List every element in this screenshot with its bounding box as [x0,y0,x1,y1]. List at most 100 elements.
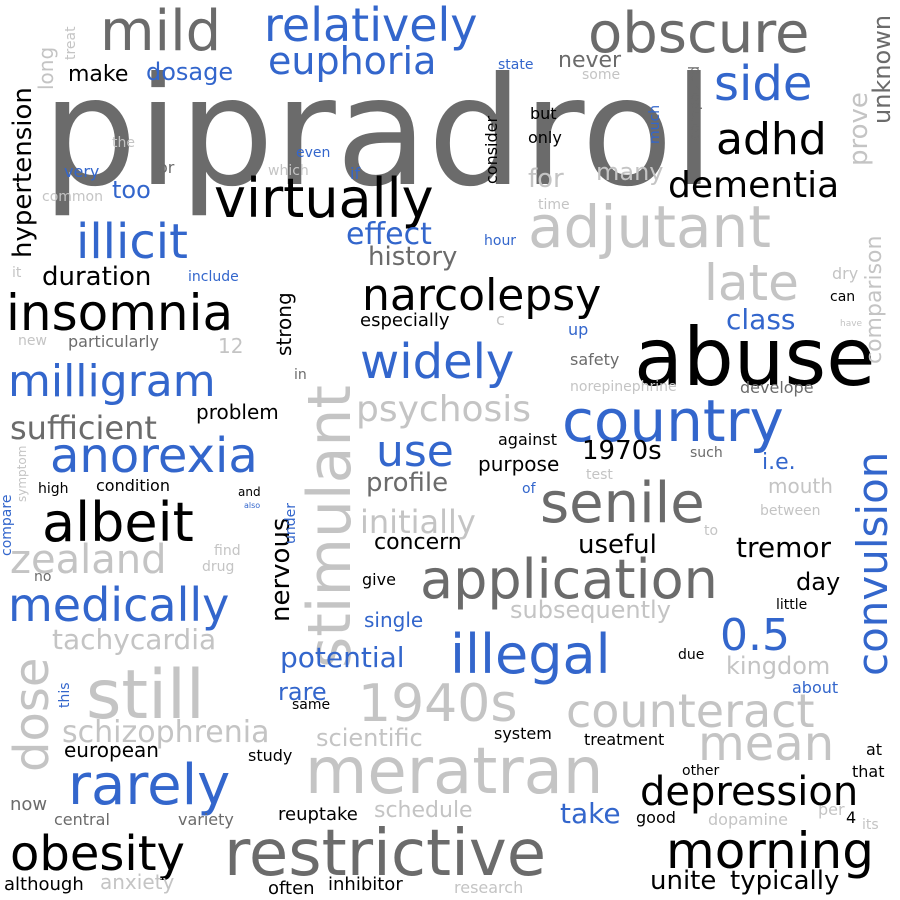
word-state: state [498,57,534,73]
word-symptom: symptom [15,445,29,502]
word-for: for [528,164,564,194]
word-tachycardia: tachycardia [52,623,217,656]
word-hour: hour [484,233,517,249]
word-late: late [704,254,799,312]
word-zealand: zealand [10,537,167,583]
word-even: even [296,145,331,161]
word-dose: dose [4,657,60,772]
word-safety: safety [570,350,620,369]
word-variety: variety [178,810,234,829]
word-good: good [636,808,676,827]
word-long: long [34,46,58,90]
word-history: history [368,242,458,272]
word-country: country [562,387,784,455]
word-high: high [38,481,69,497]
word-1940s: 1940s [358,674,518,734]
word-especially: especially [360,310,450,331]
word-i.e.: i.e. [762,450,796,475]
word-other: other [682,763,720,779]
word-consider: consider [482,115,501,184]
word-between: between [760,503,821,519]
word-can: can [830,289,856,305]
word-about: about [792,678,839,697]
word-useful: useful [578,530,657,560]
word-insomnia: insomnia [6,284,234,342]
word-treatment: treatment [584,730,665,749]
word-concern: concern [374,530,462,555]
word-tremor: tremor [736,531,832,564]
word-system: system [494,724,552,743]
word-0.5: 0.5 [720,610,790,661]
word-meratran: meratran [305,735,604,809]
word-much: much [647,104,663,144]
word-application: application [420,548,718,611]
word-potential: potential [280,641,405,674]
word-depression: depression [640,769,859,815]
word-or: or [158,158,175,177]
word-psychosis: psychosis [356,389,532,430]
word-mild: mild [100,0,222,64]
word-under: under [283,502,299,544]
word-abuse: abuse [634,311,876,404]
word-only: only [528,128,562,147]
word-european: european [64,738,159,762]
word-mean: mean [698,716,835,772]
word-problem: problem [196,400,279,424]
word-against: against [498,430,557,449]
word-the: the [112,135,135,151]
word-still: still [86,656,205,735]
word-illegal: illegal [450,623,611,686]
word-anxiety: anxiety [100,870,175,894]
word-treat: treat [63,26,79,60]
word-research: research [454,878,524,897]
word-subsequently: subsequently [510,596,671,624]
word-1970s: 1970s [582,436,662,466]
word-time: time [538,197,570,213]
word-obscure: obscure [588,1,810,66]
word-stimulant: stimulant [295,385,365,668]
word-mouth: mouth [768,474,833,498]
word-this: this [57,682,73,708]
word-kingdom: kingdom [726,652,831,680]
word-day: day [796,568,841,596]
word-12: 12 [218,334,244,358]
word-some: some [582,67,621,83]
word-if: if [350,164,361,183]
word-central: central [54,810,110,829]
word-counteract: counteract [566,684,815,738]
word-little: little [776,597,808,613]
word-such: such [690,445,723,461]
word-inhibitor: inhibitor [328,874,403,895]
word-many: many [596,158,664,186]
word-very: very [64,162,100,181]
word-and: and [238,485,261,499]
word-per: per [818,800,845,819]
word-widely: widely [360,334,515,390]
word-develope: develope [740,378,814,397]
word-to: to [704,523,719,539]
word-that: that [852,762,885,781]
word-typically: typically [730,866,840,896]
word-obesity: obesity [10,826,185,882]
word-reuptake: reuptake [278,804,358,825]
word-its: its [862,817,879,833]
word-test: test [586,467,613,483]
word-morning: morning [666,822,874,880]
word-too: too [112,176,151,204]
word-in: in [294,367,307,383]
word-compound: compound [687,66,703,140]
word-but: but [530,104,557,123]
word-compare: compare [0,494,15,556]
word-single: single [364,608,424,632]
word-milligram: milligram [8,356,216,407]
word-4: 4 [846,808,857,827]
word-no: no [34,569,52,585]
word-albeit: albeit [42,491,194,554]
word-often: often [268,878,315,899]
word-profile: profile [366,468,449,498]
word-now: now [10,794,48,815]
word-dementia: dementia [668,165,840,206]
word-never: never [558,48,622,73]
word-due: due [678,647,705,663]
